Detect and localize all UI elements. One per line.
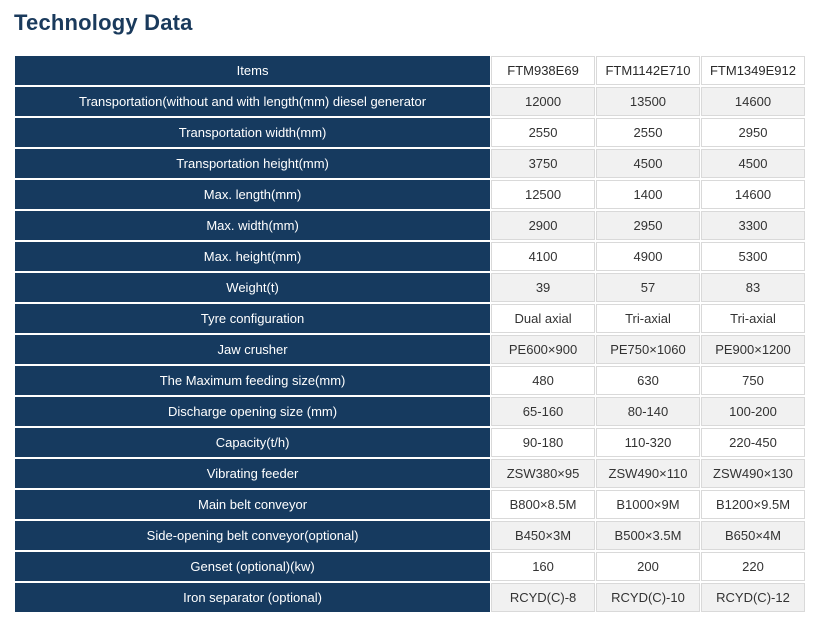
row-label: Tyre configuration: [15, 304, 490, 333]
table-body: Transportation(without and with length(m…: [15, 87, 805, 612]
row-value: 1400: [596, 180, 700, 209]
row-value: 160: [491, 552, 595, 581]
table-row: Discharge opening size (mm)65-16080-1401…: [15, 397, 805, 426]
row-value: 39: [491, 273, 595, 302]
row-label: Discharge opening size (mm): [15, 397, 490, 426]
row-value: 12000: [491, 87, 595, 116]
row-value: B1200×9.5M: [701, 490, 805, 519]
table-row: Max. width(mm)290029503300: [15, 211, 805, 240]
row-label: Main belt conveyor: [15, 490, 490, 519]
row-value: 57: [596, 273, 700, 302]
row-value: 90-180: [491, 428, 595, 457]
row-value: 12500: [491, 180, 595, 209]
row-value: B450×3M: [491, 521, 595, 550]
row-label: Capacity(t/h): [15, 428, 490, 457]
row-value: 65-160: [491, 397, 595, 426]
row-value: B800×8.5M: [491, 490, 595, 519]
row-value: Dual axial: [491, 304, 595, 333]
row-value: 2900: [491, 211, 595, 240]
row-value: ZSW380×95: [491, 459, 595, 488]
row-value: 110-320: [596, 428, 700, 457]
model-col-1: FTM1142E710: [596, 56, 700, 85]
row-label: Iron separator (optional): [15, 583, 490, 612]
row-value: 2950: [701, 118, 805, 147]
table-row: Vibrating feederZSW380×95ZSW490×110ZSW49…: [15, 459, 805, 488]
row-value: 4100: [491, 242, 595, 271]
row-value: 220-450: [701, 428, 805, 457]
row-value: 2550: [491, 118, 595, 147]
row-value: Tri-axial: [701, 304, 805, 333]
technology-data-table: Items FTM938E69 FTM1142E710 FTM1349E912 …: [14, 54, 806, 614]
row-value: 480: [491, 366, 595, 395]
header-items-label: Items: [15, 56, 490, 85]
row-label: Weight(t): [15, 273, 490, 302]
row-value: B1000×9M: [596, 490, 700, 519]
row-value: PE600×900: [491, 335, 595, 364]
row-value: 83: [701, 273, 805, 302]
table-row: Capacity(t/h)90-180110-320220-450: [15, 428, 805, 457]
table-row: Genset (optional)(kw)160200220: [15, 552, 805, 581]
row-value: RCYD(C)-12: [701, 583, 805, 612]
row-label: Transportation(without and with length(m…: [15, 87, 490, 116]
row-value: 5300: [701, 242, 805, 271]
row-value: 2950: [596, 211, 700, 240]
row-value: B650×4M: [701, 521, 805, 550]
row-value: PE900×1200: [701, 335, 805, 364]
table-row: Jaw crusherPE600×900PE750×1060PE900×1200: [15, 335, 805, 364]
row-value: 200: [596, 552, 700, 581]
row-value: ZSW490×130: [701, 459, 805, 488]
row-value: 630: [596, 366, 700, 395]
table-row: Side-opening belt conveyor(optional)B450…: [15, 521, 805, 550]
table-row: Transportation height(mm)375045004500: [15, 149, 805, 178]
row-label: Transportation width(mm): [15, 118, 490, 147]
table-row: Max. length(mm)12500140014600: [15, 180, 805, 209]
row-value: RCYD(C)-10: [596, 583, 700, 612]
row-value: PE750×1060: [596, 335, 700, 364]
row-value: ZSW490×110: [596, 459, 700, 488]
table-row: The Maximum feeding size(mm)480630750: [15, 366, 805, 395]
row-value: 13500: [596, 87, 700, 116]
row-label: The Maximum feeding size(mm): [15, 366, 490, 395]
row-value: 3750: [491, 149, 595, 178]
table-row: Main belt conveyorB800×8.5MB1000×9MB1200…: [15, 490, 805, 519]
row-label: Vibrating feeder: [15, 459, 490, 488]
row-value: 100-200: [701, 397, 805, 426]
row-label: Max. height(mm): [15, 242, 490, 271]
table-header-row: Items FTM938E69 FTM1142E710 FTM1349E912: [15, 56, 805, 85]
model-col-0: FTM938E69: [491, 56, 595, 85]
row-value: 4500: [701, 149, 805, 178]
row-label: Max. length(mm): [15, 180, 490, 209]
row-value: 14600: [701, 180, 805, 209]
row-value: 4900: [596, 242, 700, 271]
table-row: Transportation width(mm)255025502950: [15, 118, 805, 147]
row-value: Tri-axial: [596, 304, 700, 333]
row-label: Max. width(mm): [15, 211, 490, 240]
page-title: Technology Data: [14, 10, 806, 36]
row-label: Transportation height(mm): [15, 149, 490, 178]
row-label: Jaw crusher: [15, 335, 490, 364]
row-value: 750: [701, 366, 805, 395]
table-row: Max. height(mm)410049005300: [15, 242, 805, 271]
model-col-2: FTM1349E912: [701, 56, 805, 85]
table-row: Iron separator (optional)RCYD(C)-8RCYD(C…: [15, 583, 805, 612]
row-value: 80-140: [596, 397, 700, 426]
row-value: RCYD(C)-8: [491, 583, 595, 612]
row-label: Genset (optional)(kw): [15, 552, 490, 581]
table-row: Weight(t)395783: [15, 273, 805, 302]
table-row: Transportation(without and with length(m…: [15, 87, 805, 116]
row-value: 220: [701, 552, 805, 581]
row-value: B500×3.5M: [596, 521, 700, 550]
row-label: Side-opening belt conveyor(optional): [15, 521, 490, 550]
table-row: Tyre configurationDual axialTri-axialTri…: [15, 304, 805, 333]
row-value: 3300: [701, 211, 805, 240]
row-value: 14600: [701, 87, 805, 116]
row-value: 4500: [596, 149, 700, 178]
row-value: 2550: [596, 118, 700, 147]
